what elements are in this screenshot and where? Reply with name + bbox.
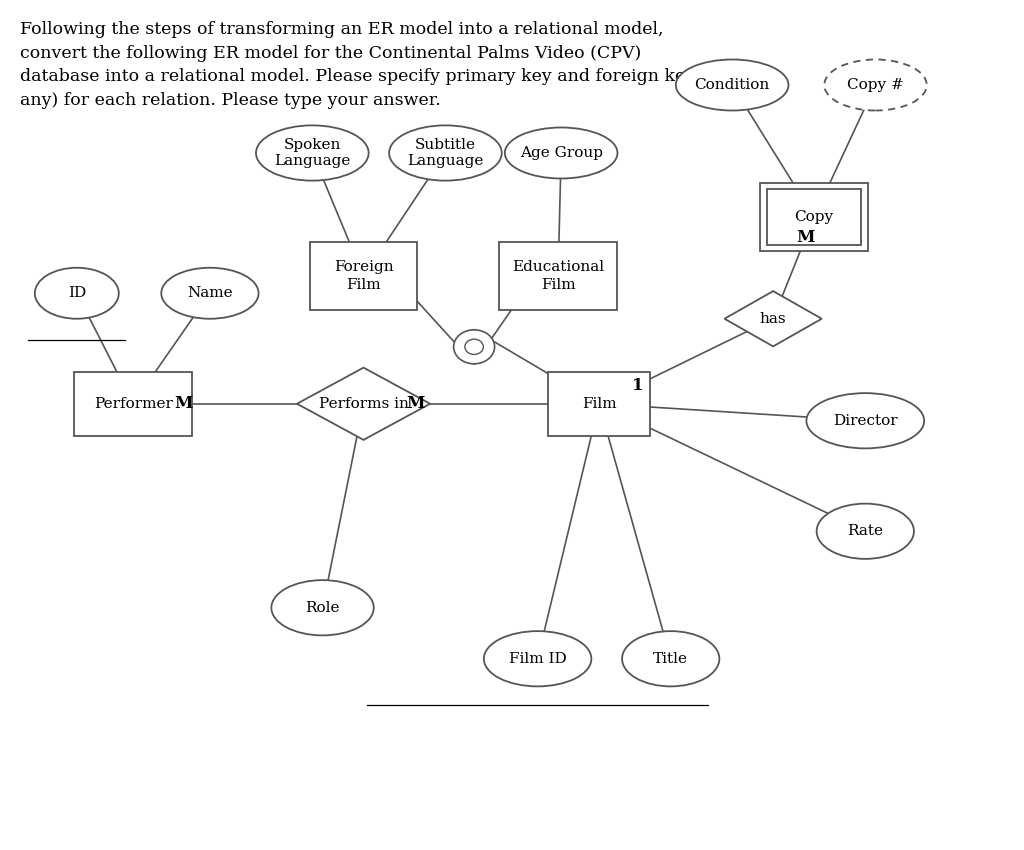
Polygon shape [297, 367, 430, 440]
Text: Foreign
Film: Foreign Film [334, 260, 393, 292]
Text: has: has [760, 312, 786, 326]
Text: ID: ID [68, 286, 86, 300]
Text: Title: Title [653, 652, 688, 666]
Text: Following the steps of transforming an ER model into a relational model,
convert: Following the steps of transforming an E… [20, 21, 729, 109]
Ellipse shape [623, 631, 719, 687]
Ellipse shape [161, 268, 258, 319]
Text: Spoken
Language: Spoken Language [274, 138, 350, 168]
Text: 1: 1 [632, 377, 643, 394]
Ellipse shape [389, 126, 502, 181]
Text: Subtitle
Language: Subtitle Language [408, 138, 483, 168]
Bar [500, 242, 616, 310]
Ellipse shape [807, 393, 924, 449]
Text: Performer: Performer [93, 397, 173, 411]
Bar [309, 242, 418, 310]
Text: Director: Director [833, 414, 898, 428]
Text: Educational
Film: Educational Film [512, 260, 604, 292]
Bar [548, 372, 650, 435]
Ellipse shape [505, 128, 617, 178]
Text: Copy #: Copy # [847, 78, 904, 92]
Text: M: M [175, 395, 193, 412]
Ellipse shape [824, 60, 927, 110]
Polygon shape [725, 291, 821, 347]
Text: Role: Role [305, 601, 340, 615]
Text: Copy: Copy [795, 210, 834, 224]
Ellipse shape [817, 503, 914, 559]
Bar [75, 372, 193, 435]
Text: M: M [407, 395, 425, 412]
Ellipse shape [256, 126, 369, 181]
Text: Age Group: Age Group [519, 146, 603, 160]
Ellipse shape [271, 581, 374, 636]
Bar [760, 183, 868, 251]
Text: M: M [797, 229, 815, 246]
Text: Name: Name [187, 286, 232, 300]
Ellipse shape [454, 330, 495, 364]
Text: Condition: Condition [694, 78, 770, 92]
Text: Film ID: Film ID [509, 652, 566, 666]
Ellipse shape [35, 268, 119, 319]
Text: Performs in: Performs in [318, 397, 409, 411]
Ellipse shape [484, 631, 592, 687]
Text: Rate: Rate [847, 524, 884, 538]
Ellipse shape [676, 60, 788, 110]
Bar [768, 189, 860, 245]
Text: Film: Film [582, 397, 616, 411]
